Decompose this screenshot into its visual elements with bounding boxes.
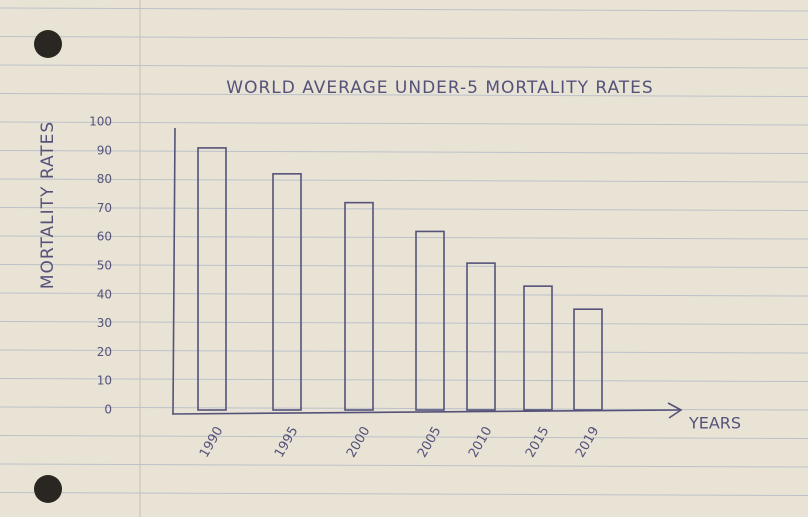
paper-line (0, 178, 808, 183)
y-tick-label: 20 (97, 345, 112, 359)
y-axis (172, 127, 176, 415)
paper-line (0, 264, 808, 268)
x-axis-arrow (667, 402, 683, 419)
paper-line (0, 492, 808, 496)
paper-line (0, 463, 808, 468)
paper-line (0, 349, 808, 354)
bar (272, 173, 302, 411)
y-tick-label: 0 (104, 403, 112, 417)
y-tick-label: 40 (97, 287, 112, 301)
bar (466, 262, 496, 411)
y-axis-label: MORTALITY RATES (38, 121, 58, 289)
paper-line (0, 36, 808, 40)
bar (573, 308, 603, 411)
paper-line (0, 378, 808, 382)
y-tick-label: 10 (97, 374, 112, 388)
paper-line (0, 435, 808, 439)
bar (197, 147, 227, 411)
x-axis-label: YEARS (688, 414, 741, 433)
y-tick-label: 60 (97, 230, 112, 244)
paper-line (0, 150, 808, 154)
y-tick-label: 90 (97, 143, 112, 157)
paper-line (0, 121, 808, 126)
punch-hole (34, 30, 62, 58)
y-tick-label: 70 (97, 201, 112, 215)
paper-line (0, 7, 808, 12)
paper-line (0, 292, 808, 297)
y-tick-label: 100 (89, 115, 112, 129)
bar (415, 230, 445, 411)
chart-title: WORLD AVERAGE UNDER-5 MORTALITY RATES (226, 78, 653, 98)
y-tick-label: 30 (97, 316, 112, 330)
y-tick-label: 80 (97, 172, 112, 186)
paper-line (0, 207, 808, 211)
paper-line (0, 235, 808, 240)
bar (523, 285, 553, 411)
y-tick-label: 50 (97, 259, 112, 273)
bar (344, 201, 374, 411)
paper-line (0, 93, 808, 97)
paper-line (0, 321, 808, 325)
punch-hole (34, 475, 62, 503)
paper-line (0, 64, 808, 69)
paper-lines (0, 7, 808, 496)
